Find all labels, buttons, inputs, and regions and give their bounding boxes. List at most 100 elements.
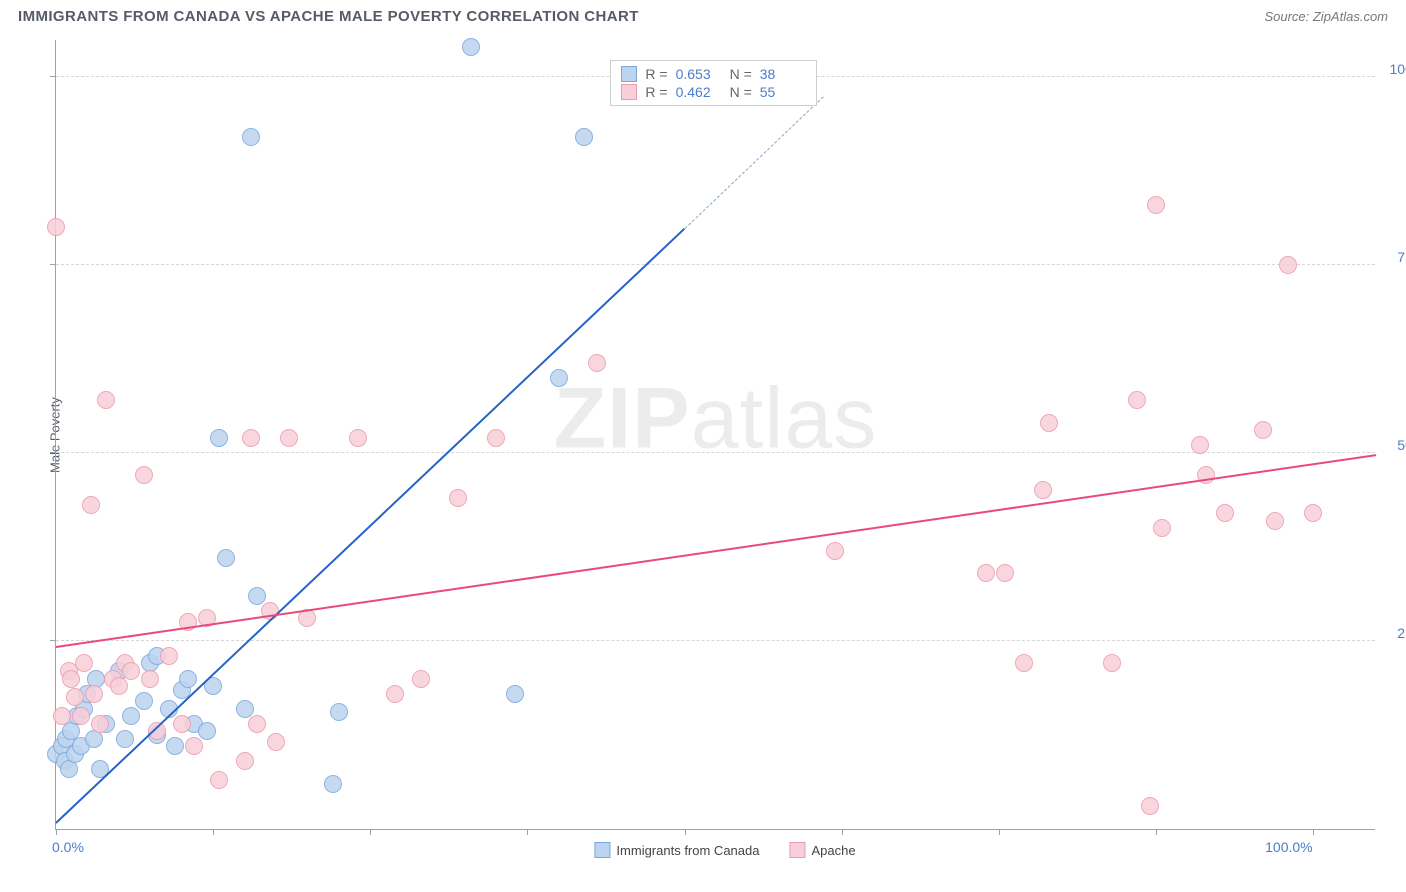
legend-row-apache: R = 0.462 N = 55: [621, 83, 805, 101]
scatter-point-apache: [122, 662, 140, 680]
watermark: ZIPatlas: [554, 369, 877, 468]
scatter-point-canada: [166, 737, 184, 755]
scatter-point-apache: [349, 429, 367, 447]
scatter-point-apache: [173, 715, 191, 733]
y-tick: [50, 264, 56, 265]
y-tick-label: 50.0%: [1377, 437, 1406, 453]
series-legend-label: Immigrants from Canada: [616, 843, 759, 858]
chart-container: Male Poverty ZIPatlas 25.0%50.0%75.0%100…: [55, 40, 1395, 830]
scatter-point-canada: [217, 549, 235, 567]
scatter-point-apache: [1153, 519, 1171, 537]
scatter-point-apache: [588, 354, 606, 372]
scatter-point-apache: [1304, 504, 1322, 522]
scatter-point-canada: [135, 692, 153, 710]
legend-r-label: R =: [645, 84, 667, 100]
scatter-point-canada: [324, 775, 342, 793]
scatter-point-apache: [1254, 421, 1272, 439]
scatter-point-apache: [236, 752, 254, 770]
scatter-point-apache: [210, 771, 228, 789]
scatter-point-apache: [75, 654, 93, 672]
x-tick-label: 0.0%: [52, 839, 84, 855]
x-tick-label: 100.0%: [1265, 839, 1312, 855]
scatter-point-canada: [116, 730, 134, 748]
y-tick: [50, 76, 56, 77]
series-legend-label: Apache: [811, 843, 855, 858]
x-tick: [213, 829, 214, 835]
scatter-point-apache: [1279, 256, 1297, 274]
scatter-point-canada: [210, 429, 228, 447]
scatter-point-canada: [179, 670, 197, 688]
x-tick: [842, 829, 843, 835]
legend-swatch: [594, 842, 610, 858]
legend-swatch: [621, 84, 637, 100]
legend-n-value: 55: [760, 84, 806, 100]
scatter-point-apache: [91, 715, 109, 733]
scatter-point-canada: [575, 128, 593, 146]
scatter-point-canada: [236, 700, 254, 718]
gridline: [56, 452, 1375, 453]
scatter-point-apache: [412, 670, 430, 688]
scatter-point-apache: [267, 733, 285, 751]
y-tick-label: 100.0%: [1377, 61, 1406, 77]
scatter-point-apache: [996, 564, 1014, 582]
trend-line: [56, 454, 1376, 648]
scatter-point-apache: [141, 670, 159, 688]
x-tick: [685, 829, 686, 835]
scatter-point-apache: [1216, 504, 1234, 522]
scatter-point-apache: [97, 391, 115, 409]
y-tick-label: 75.0%: [1377, 249, 1406, 265]
legend-n-label: N =: [730, 84, 752, 100]
legend-swatch: [789, 842, 805, 858]
scatter-point-apache: [66, 688, 84, 706]
legend-swatch: [621, 66, 637, 82]
scatter-point-apache: [1015, 654, 1033, 672]
legend-n-label: N =: [730, 66, 752, 82]
scatter-point-apache: [1128, 391, 1146, 409]
x-tick: [1313, 829, 1314, 835]
scatter-point-apache: [1034, 481, 1052, 499]
source-attribution: Source: ZipAtlas.com: [1264, 9, 1388, 24]
scatter-point-canada: [242, 128, 260, 146]
scatter-point-canada: [550, 369, 568, 387]
scatter-point-canada: [122, 707, 140, 725]
chart-title: IMMIGRANTS FROM CANADA VS APACHE MALE PO…: [18, 8, 639, 25]
legend-r-value: 0.462: [676, 84, 722, 100]
scatter-point-apache: [1147, 196, 1165, 214]
scatter-point-apache: [977, 564, 995, 582]
scatter-point-apache: [1266, 512, 1284, 530]
scatter-point-canada: [330, 703, 348, 721]
scatter-point-apache: [1040, 414, 1058, 432]
scatter-point-apache: [487, 429, 505, 447]
scatter-point-apache: [135, 466, 153, 484]
correlation-legend: R =0.653N =38R =0.462N =55: [610, 60, 816, 106]
scatter-point-apache: [160, 647, 178, 665]
scatter-point-canada: [462, 38, 480, 56]
series-legend-item: Immigrants from Canada: [594, 842, 759, 858]
scatter-point-apache: [185, 737, 203, 755]
y-tick: [50, 452, 56, 453]
scatter-point-canada: [198, 722, 216, 740]
scatter-point-apache: [62, 670, 80, 688]
trend-line: [684, 97, 823, 229]
x-tick: [527, 829, 528, 835]
scatter-point-apache: [1191, 436, 1209, 454]
scatter-point-apache: [826, 542, 844, 560]
x-axis-legend: Immigrants from Canada Apache: [594, 842, 855, 858]
scatter-point-apache: [1103, 654, 1121, 672]
scatter-point-apache: [1141, 797, 1159, 815]
x-tick: [56, 829, 57, 835]
legend-n-value: 38: [760, 66, 806, 82]
scatter-point-apache: [53, 707, 71, 725]
scatter-point-apache: [449, 489, 467, 507]
legend-r-label: R =: [645, 66, 667, 82]
scatter-point-apache: [110, 677, 128, 695]
scatter-point-canada: [248, 587, 266, 605]
scatter-point-canada: [506, 685, 524, 703]
scatter-point-apache: [280, 429, 298, 447]
gridline: [56, 640, 1375, 641]
series-legend-item: Apache: [789, 842, 855, 858]
scatter-point-apache: [82, 496, 100, 514]
trend-line: [55, 228, 685, 824]
x-tick: [370, 829, 371, 835]
plot-area: ZIPatlas 25.0%50.0%75.0%100.0%0.0%100.0%…: [55, 40, 1375, 830]
